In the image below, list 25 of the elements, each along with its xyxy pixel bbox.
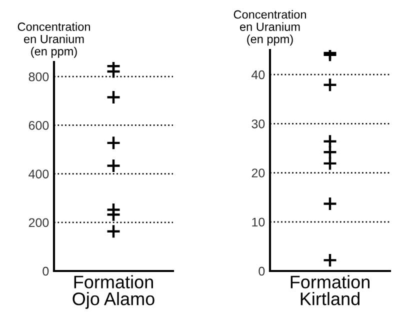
point (322, 156, 338, 171)
point (106, 158, 121, 174)
y-tick-label: 800 (28, 72, 49, 82)
y-tick-label: 400 (28, 170, 49, 178)
point (322, 78, 338, 92)
y-tick-label: 0 (258, 266, 265, 276)
point (322, 134, 338, 149)
point (322, 144, 338, 160)
x-tick-label: Formation Ojo Alamo (72, 275, 154, 309)
y-tick-label: 20 (252, 168, 265, 178)
y-tick-label: 600 (28, 120, 49, 130)
y-tick-label: 10 (252, 218, 265, 227)
point (322, 252, 338, 268)
point (106, 90, 121, 105)
y-tick-label: 0 (42, 266, 49, 276)
y-tick-label: 40 (252, 70, 265, 80)
y-axis-title: Concentration en Uranium (en ppm) (18, 22, 90, 58)
y-axis-title: Concentration en Uranium (en ppm) (234, 10, 306, 46)
point (106, 207, 121, 222)
point (106, 136, 121, 150)
y-tick-label: 30 (252, 119, 265, 128)
x-tick-label: Formation Kirtland (290, 275, 370, 306)
point (106, 224, 121, 239)
y-tick-label: 200 (28, 218, 49, 228)
point (322, 196, 338, 212)
